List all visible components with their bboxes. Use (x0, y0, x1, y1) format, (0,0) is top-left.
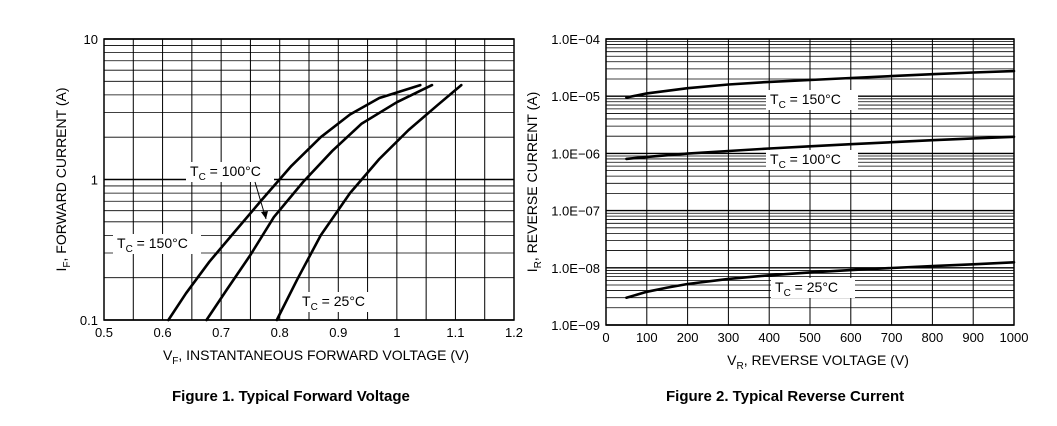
series-label-background (766, 90, 858, 110)
y-tick-label: 1.0E−07 (551, 204, 600, 219)
x-tick-label: 0.6 (154, 325, 172, 340)
x-tick-label: 0.9 (329, 325, 347, 340)
series-label-1: TC = 150°C (113, 234, 201, 255)
y-axis-label: IF, FORWARD CURRENT (A) (53, 88, 73, 272)
x-tick-label: 100 (636, 330, 658, 345)
series-label-background (298, 292, 378, 312)
x-tick-label: 600 (840, 330, 862, 345)
series-label-text: TC = 150°C (770, 91, 841, 111)
series-label-background (186, 162, 274, 182)
series-line-2 (205, 83, 434, 322)
y-tick-label: 1.0E−06 (551, 146, 600, 161)
x-tick-label: 1.2 (505, 325, 523, 340)
x-tick-label: 0.5 (95, 325, 113, 340)
arrowhead (261, 211, 268, 219)
x-tick-label: 1000 (1000, 330, 1029, 345)
y-tick-label: 1.0E−09 (551, 318, 600, 333)
series-line-3 (275, 83, 463, 322)
y-tick-label: 10 (84, 32, 98, 47)
series-line-1 (167, 83, 422, 322)
series-label-3: TC = 25°C (298, 292, 378, 313)
y-tick-label: 0.1 (80, 313, 98, 328)
chart-1: 0.5 0.6 0.7 0.8 0.9 1 1.1 1.2 0.1 1 10 VF, INSTANTA… (53, 32, 523, 367)
series-label-background (113, 234, 201, 254)
x-tick-label: 400 (758, 330, 780, 345)
x-tick-label: 800 (922, 330, 944, 345)
x-tick-label: 500 (799, 330, 821, 345)
x-tick-label: 1.1 (446, 325, 464, 340)
x-tick-label: 700 (881, 330, 903, 345)
x-tick-label: 0.7 (212, 325, 230, 340)
series-label-text: TC = 100°C (190, 163, 261, 183)
x-tick-label: 300 (718, 330, 740, 345)
series-label-text: TC = 25°C (302, 293, 365, 313)
series-label-text: TC = 25°C (775, 279, 838, 299)
y-tick-label: 1.0E−05 (551, 89, 600, 104)
y-tick-label: 1.0E−08 (551, 261, 600, 276)
figure-1-caption: Figure 1. Typical Forward Voltage (172, 388, 410, 405)
y-tick-label: 1.0E−04 (551, 32, 600, 47)
figure-2-caption: Figure 2. Typical Reverse Current (666, 388, 905, 405)
x-tick-label: 1 (393, 325, 400, 340)
x-axis-label: VF, INSTANTANEOUS FORWARD VOLTAGE (V) (163, 347, 469, 367)
x-tick-label: 200 (677, 330, 699, 345)
series-line-1 (625, 69, 1016, 99)
series-line-2 (625, 135, 1016, 161)
y-axis-label: IR, REVERSE CURRENT (A) (524, 92, 544, 272)
x-axis-label: VR, REVERSE VOLTAGE (V) (727, 352, 909, 372)
plot-frame (605, 38, 1015, 326)
series-label-text: TC = 150°C (117, 235, 188, 255)
series-label-2: TC = 100°C (766, 150, 858, 171)
series-label-3: TC = 25°C (771, 278, 855, 299)
series-label-background (771, 278, 855, 298)
series-line-3 (625, 260, 1016, 300)
y-tick-label: 1 (91, 173, 98, 188)
series-label-text: TC = 100°C (770, 151, 841, 171)
x-tick-label: 0.8 (271, 325, 289, 340)
plot-frame (103, 38, 515, 321)
series-label-background (766, 150, 858, 170)
x-tick-label: 0 (602, 330, 609, 345)
chart-2: 0 100 200 300 400 500 600 700 800 900 1000 1.0E−09 1… (524, 32, 1028, 372)
x-tick-label: 900 (962, 330, 984, 345)
series-label-2: TC = 100°C (186, 162, 274, 220)
series-label-1: TC = 150°C (766, 90, 858, 111)
